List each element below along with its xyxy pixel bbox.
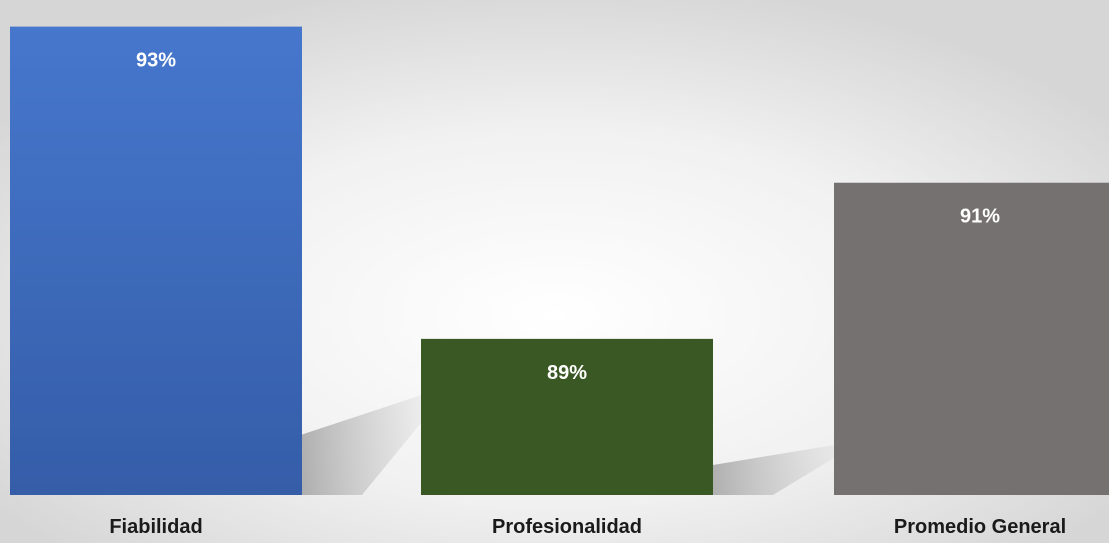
category-labels-group: Fiabilidad Profesionalidad Promedio Genera…	[109, 516, 1066, 538]
data-label-fiabilidad: 93%	[136, 50, 176, 72]
bar-shadows	[302, 385, 863, 495]
bar-shadow-fiabilidad	[302, 385, 452, 495]
data-label-profesionalidad: 89%	[547, 362, 587, 384]
data-label-promedio-general: 91%	[960, 206, 1000, 228]
bar-shadow-profesionalidad	[713, 440, 863, 495]
value-labels-group: 93% 89% 91%	[136, 50, 1000, 384]
category-label-promedio-general: Promedio General	[894, 516, 1066, 538]
category-label-profesionalidad: Profesionalidad	[492, 516, 642, 538]
bar-fiabilidad	[10, 26, 302, 495]
bar-promedio-general	[834, 182, 1109, 495]
category-label-fiabilidad: Fiabilidad	[109, 516, 202, 538]
bars-group	[10, 26, 1109, 495]
bar-profesionalidad	[421, 338, 713, 495]
